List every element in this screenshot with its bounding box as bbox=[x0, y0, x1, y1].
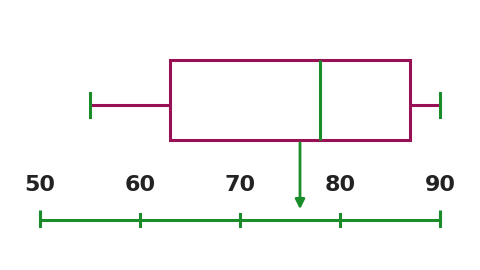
Bar bbox=[170, 60, 410, 140]
Text: 70: 70 bbox=[225, 175, 255, 195]
Text: 90: 90 bbox=[424, 175, 456, 195]
Text: 50: 50 bbox=[24, 175, 56, 195]
Text: 60: 60 bbox=[124, 175, 156, 195]
Text: 80: 80 bbox=[324, 175, 356, 195]
